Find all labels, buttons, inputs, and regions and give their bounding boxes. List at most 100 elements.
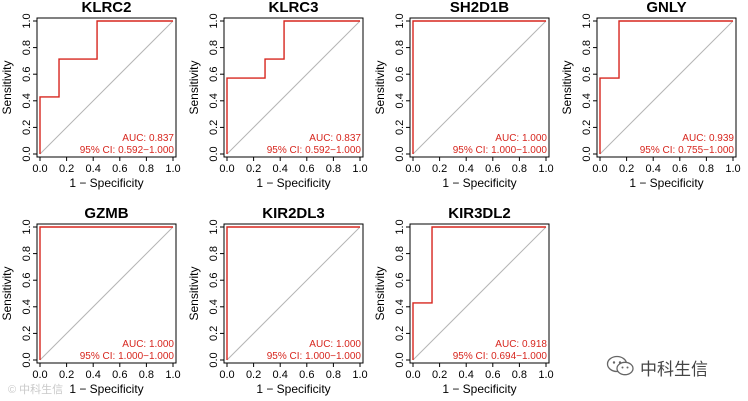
- chart-title: GZMB: [84, 205, 128, 222]
- reference-line: [39, 226, 174, 361]
- y-tick-label: 0.0: [394, 352, 406, 367]
- x-tick-label: 0.6: [299, 163, 314, 175]
- x-tick-label: 1.0: [165, 163, 180, 175]
- x-tick-label: 0.4: [86, 369, 101, 381]
- chart-title: KIR3DL2: [448, 205, 511, 222]
- x-tick-label: 0.8: [139, 163, 154, 175]
- x-tick-label: 1.0: [352, 163, 367, 175]
- auc-annotation: 95% CI: 1.000−1.000: [267, 351, 362, 362]
- y-tick-label: 0.2: [21, 326, 33, 341]
- y-tick-label: 0.6: [581, 67, 593, 82]
- y-tick-label: 1.0: [21, 13, 33, 28]
- plot-frame: [223, 17, 364, 158]
- y-tick-label: 1.0: [208, 13, 220, 28]
- roc-panel: KLRC3 0.0 0.2 0.4 0.6 0.8 1.0 0.0 0.2 0.4 0.6 0.8 1.…: [187, 0, 368, 190]
- reference-line: [412, 226, 547, 361]
- y-axis-label: Sensitivity: [560, 60, 574, 114]
- y-tick-label: 0.8: [394, 246, 406, 261]
- x-tick-label: 1.0: [165, 369, 180, 381]
- roc-curve: [412, 20, 546, 154]
- x-tick-label: 0.8: [512, 369, 527, 381]
- y-tick-label: 0.2: [581, 120, 593, 135]
- y-axis-label: Sensitivity: [373, 266, 387, 320]
- y-tick-label: 0.6: [21, 67, 33, 82]
- plot-frame: [596, 17, 737, 158]
- x-tick-label: 0.0: [219, 163, 234, 175]
- y-tick-label: 0.0: [21, 352, 33, 367]
- watermark-text: 中科生信: [640, 360, 708, 380]
- y-tick-label: 0.8: [394, 40, 406, 55]
- y-tick-label: 0.6: [208, 273, 220, 288]
- x-tick-label: 0.8: [326, 163, 341, 175]
- y-tick-label: 0.4: [21, 299, 33, 314]
- x-tick-label: 0.0: [32, 369, 47, 381]
- x-tick-label: 0.0: [219, 369, 234, 381]
- chart-title: KIR2DL3: [262, 205, 325, 222]
- x-tick-label: 0.0: [32, 163, 47, 175]
- y-tick-label: 0.2: [21, 120, 33, 135]
- y-tick-label: 0.8: [21, 246, 33, 261]
- x-tick-label: 0.4: [86, 163, 101, 175]
- x-tick-label: 0.2: [246, 369, 261, 381]
- x-axis-label: 1 − Specificity: [629, 176, 703, 190]
- x-tick-label: 0.2: [619, 163, 634, 175]
- plot-frame: [36, 17, 177, 158]
- reference-line: [226, 20, 361, 155]
- x-tick-label: 0.0: [592, 163, 607, 175]
- x-tick-label: 0.6: [485, 369, 500, 381]
- x-axis-label: 1 − Specificity: [69, 176, 143, 190]
- y-tick-label: 0.8: [208, 40, 220, 55]
- y-tick-label: 0.8: [208, 246, 220, 261]
- y-axis-label: Sensitivity: [0, 266, 14, 320]
- y-tick-label: 0.0: [21, 146, 33, 161]
- x-tick-label: 0.8: [139, 369, 154, 381]
- y-axis-label: Sensitivity: [187, 60, 201, 114]
- y-tick-label: 0.6: [394, 67, 406, 82]
- chart-title: KLRC2: [81, 0, 131, 16]
- y-tick-label: 0.2: [208, 120, 220, 135]
- auc-annotation: 95% CI: 0.592−1.000: [80, 145, 175, 156]
- x-tick-label: 0.0: [405, 163, 420, 175]
- y-tick-label: 0.0: [581, 146, 593, 161]
- y-tick-label: 1.0: [208, 219, 220, 234]
- roc-panel: GZMB 0.0 0.2 0.4 0.6 0.8 1.0 0.0 0.2 0.4 0.6 0.8 1.0…: [0, 205, 181, 396]
- x-axis-label: 1 − Specificity: [442, 176, 516, 190]
- y-tick-label: 0.2: [394, 326, 406, 341]
- plot-frame: [409, 17, 550, 158]
- y-tick-label: 1.0: [21, 219, 33, 234]
- x-tick-label: 0.4: [273, 163, 288, 175]
- auc-annotation: AUC: 1.000: [495, 133, 547, 144]
- x-tick-label: 0.2: [246, 163, 261, 175]
- y-tick-label: 1.0: [581, 13, 593, 28]
- x-tick-label: 0.4: [459, 163, 474, 175]
- y-tick-label: 0.4: [208, 93, 220, 108]
- y-tick-label: 0.0: [208, 352, 220, 367]
- wechat-icon: [606, 355, 634, 376]
- y-tick-label: 0.2: [394, 120, 406, 135]
- auc-annotation: 95% CI: 0.694−1.000: [453, 351, 548, 362]
- x-tick-label: 0.2: [59, 163, 74, 175]
- x-tick-label: 1.0: [538, 369, 553, 381]
- x-tick-label: 0.6: [299, 369, 314, 381]
- x-tick-label: 1.0: [538, 163, 553, 175]
- auc-annotation: 95% CI: 0.592−1.000: [267, 145, 362, 156]
- y-axis-label: Sensitivity: [187, 266, 201, 320]
- auc-annotation: AUC: 1.000: [122, 339, 174, 350]
- x-tick-label: 0.8: [326, 369, 341, 381]
- x-tick-label: 0.4: [273, 369, 288, 381]
- y-axis-label: Sensitivity: [0, 60, 14, 114]
- x-tick-label: 0.2: [432, 369, 447, 381]
- x-tick-label: 0.4: [459, 369, 474, 381]
- reference-line: [39, 20, 174, 155]
- watermark-left-text: © 中科生信: [8, 384, 64, 396]
- y-tick-label: 0.6: [394, 273, 406, 288]
- x-axis-label: 1 − Specificity: [256, 176, 330, 190]
- y-tick-label: 0.0: [208, 146, 220, 161]
- roc-panel: KIR2DL3 0.0 0.2 0.4 0.6 0.8 1.0 0.0 0.2 0.4 0.6 0.8…: [187, 205, 368, 396]
- y-axis-label: Sensitivity: [373, 60, 387, 114]
- roc-curve: [599, 20, 733, 154]
- x-tick-label: 0.6: [112, 369, 127, 381]
- x-tick-label: 0.8: [512, 163, 527, 175]
- x-tick-label: 0.6: [485, 163, 500, 175]
- roc-panel: KIR3DL2 0.0 0.2 0.4 0.6 0.8 1.0 0.0 0.2 0.4 0.6 0.8…: [373, 205, 554, 396]
